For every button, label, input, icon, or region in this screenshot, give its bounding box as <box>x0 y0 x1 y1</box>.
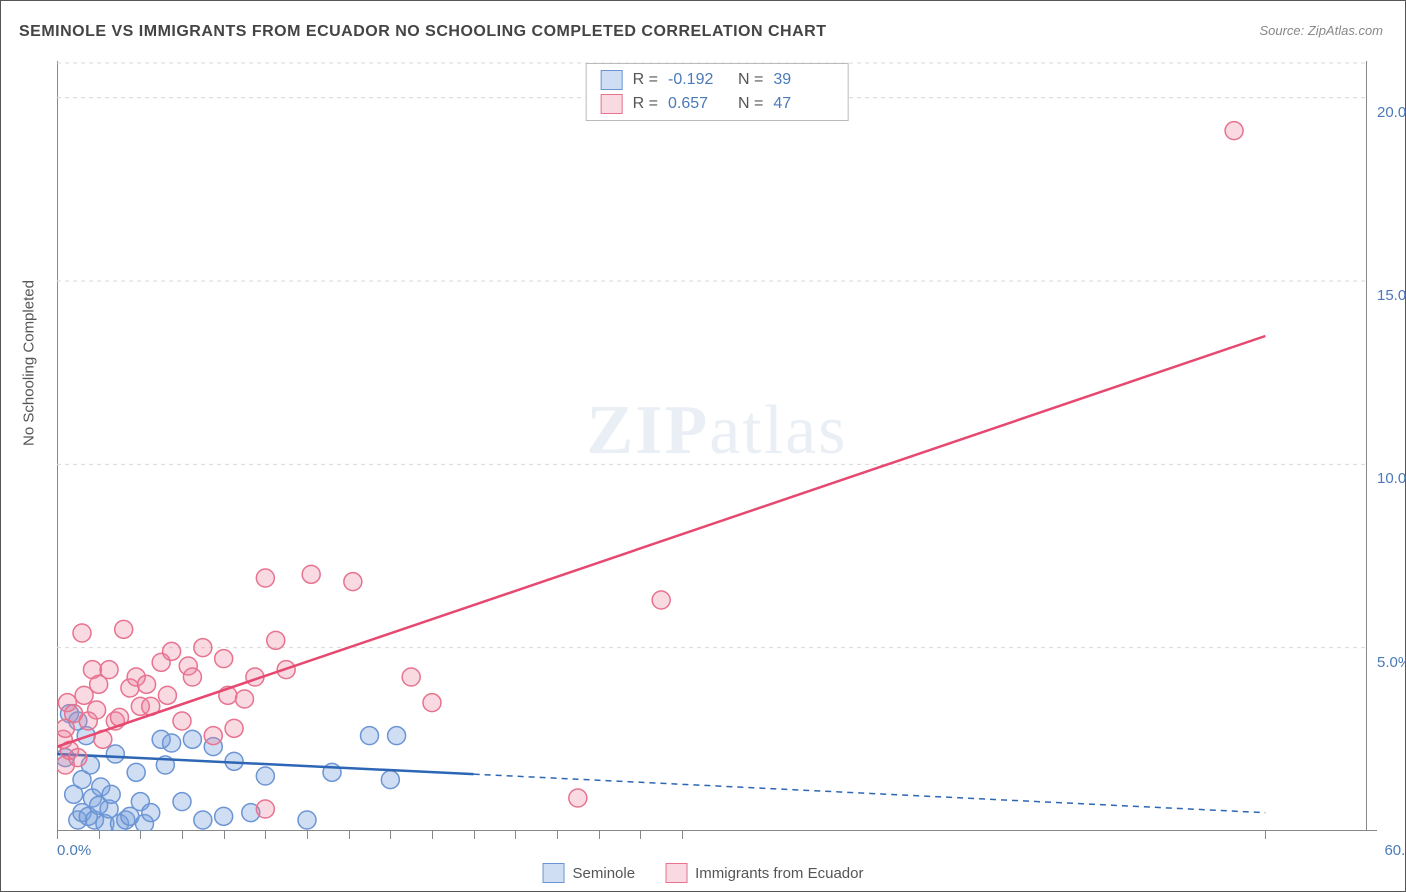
r-label: R = <box>633 95 658 113</box>
x-tick-mark <box>182 831 183 839</box>
data-point <box>194 811 212 829</box>
chart-title: SEMINOLE VS IMMIGRANTS FROM ECUADOR NO S… <box>19 23 826 41</box>
legend-swatch-ecuador <box>665 863 687 883</box>
x-tick-mark <box>224 831 225 839</box>
data-point <box>163 734 181 752</box>
x-tick-mark <box>599 831 600 839</box>
x-tick-mark <box>265 831 266 839</box>
y-axis-label: No Schooling Completed <box>21 280 38 446</box>
chart-container: SEMINOLE VS IMMIGRANTS FROM ECUADOR NO S… <box>0 0 1406 892</box>
data-point <box>173 712 191 730</box>
legend-stats: R = -0.192 N = 39 R = 0.657 N = 47 <box>586 63 849 121</box>
data-point <box>194 639 212 657</box>
data-point <box>225 719 243 737</box>
x-tick-mark <box>640 831 641 839</box>
data-point <box>381 771 399 789</box>
r-value-ecuador: 0.657 <box>668 95 728 113</box>
x-tick-mark <box>682 831 683 839</box>
x-tick-mark <box>140 831 141 839</box>
data-point <box>344 573 362 591</box>
x-tick-mark <box>1265 831 1266 839</box>
source-label: Source: ZipAtlas.com <box>1259 23 1383 38</box>
n-value-seminole: 39 <box>773 71 833 89</box>
y-tick-label: 5.0% <box>1377 654 1406 671</box>
data-point <box>256 569 274 587</box>
x-tick-mark <box>515 831 516 839</box>
data-point <box>69 749 87 767</box>
data-point <box>163 642 181 660</box>
x-tick-mark <box>99 831 100 839</box>
data-point <box>138 675 156 693</box>
x-tick-mark <box>474 831 475 839</box>
y-tick-label: 15.0% <box>1377 287 1406 304</box>
r-value-seminole: -0.192 <box>668 71 728 89</box>
legend-label-seminole: Seminole <box>573 865 636 882</box>
data-point <box>100 661 118 679</box>
data-point <box>173 793 191 811</box>
data-point <box>115 620 133 638</box>
plot-svg <box>57 61 1377 831</box>
r-label: R = <box>633 71 658 89</box>
data-point <box>1225 122 1243 140</box>
x-tick-mark <box>349 831 350 839</box>
data-point <box>256 800 274 818</box>
data-point <box>102 785 120 803</box>
x-tick-mark <box>390 831 391 839</box>
data-point <box>652 591 670 609</box>
data-point <box>73 624 91 642</box>
data-point <box>423 694 441 712</box>
data-point <box>388 727 406 745</box>
x-tick-mark <box>432 831 433 839</box>
data-point <box>267 631 285 649</box>
data-point <box>183 668 201 686</box>
data-point <box>256 767 274 785</box>
legend-swatch-seminole <box>543 863 565 883</box>
data-point <box>142 804 160 822</box>
legend-bottom: Seminole Immigrants from Ecuador <box>543 863 864 883</box>
data-point <box>158 686 176 704</box>
n-label: N = <box>738 95 763 113</box>
trend-line-dashed <box>474 774 1266 813</box>
legend-swatch-ecuador <box>601 94 623 114</box>
x-tick-mark <box>307 831 308 839</box>
y-tick-label: 10.0% <box>1377 470 1406 487</box>
y-tick-label: 20.0% <box>1377 104 1406 121</box>
data-point <box>215 650 233 668</box>
data-point <box>361 727 379 745</box>
data-point <box>183 730 201 748</box>
data-point <box>127 763 145 781</box>
x-tick-first: 0.0% <box>57 842 91 859</box>
data-point <box>236 690 254 708</box>
data-point <box>569 789 587 807</box>
n-label: N = <box>738 71 763 89</box>
plot-area: ZIPatlas 5.0%10.0%15.0%20.0% 0.0% 60.0% … <box>57 61 1377 831</box>
x-tick-last: 60.0% <box>1384 842 1406 859</box>
legend-swatch-seminole <box>601 70 623 90</box>
x-tick-mark <box>557 831 558 839</box>
data-point <box>204 727 222 745</box>
data-point <box>302 565 320 583</box>
trend-line <box>57 336 1265 747</box>
x-tick-mark <box>57 831 58 839</box>
data-point <box>106 745 124 763</box>
n-value-ecuador: 47 <box>773 95 833 113</box>
legend-label-ecuador: Immigrants from Ecuador <box>695 865 863 882</box>
data-point <box>298 811 316 829</box>
data-point <box>215 807 233 825</box>
data-point <box>402 668 420 686</box>
data-point <box>88 701 106 719</box>
